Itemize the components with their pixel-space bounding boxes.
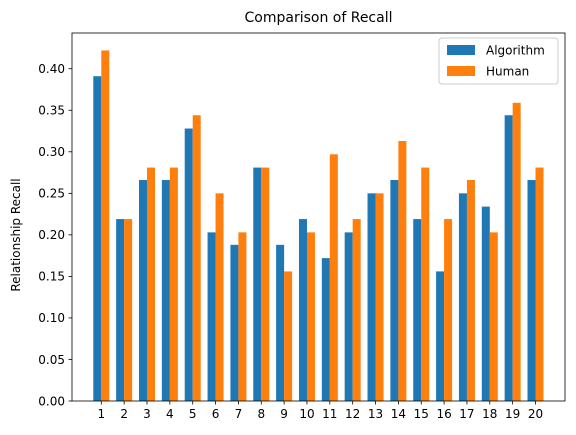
legend-swatch-human	[447, 66, 475, 76]
y-tick-label: 0.05	[38, 353, 65, 367]
x-tick-label: 10	[299, 407, 314, 421]
y-tick-label: 0.10	[38, 311, 65, 325]
bar-human-5	[192, 115, 201, 402]
x-tick-label: 8	[257, 407, 265, 421]
x-tick-label: 6	[212, 407, 220, 421]
x-tick-label: 18	[482, 407, 497, 421]
bar-human-8	[261, 167, 270, 401]
bar-algorithm-18	[481, 206, 490, 401]
bar-human-1	[101, 50, 110, 401]
bar-algorithm-5	[184, 128, 193, 401]
bar-human-2	[124, 219, 133, 401]
x-tick-label: 2	[120, 407, 128, 421]
y-tick-label: 0.35	[38, 104, 65, 118]
y-tick-label: 0.25	[38, 187, 65, 201]
x-tick-label: 1	[97, 407, 105, 421]
y-tick-label: 0.20	[38, 228, 65, 242]
plot-area: 1 2 3 4 5 6 7 8 9 10 11 12 13 14 15 16 17 18 19 200.000.050…	[38, 32, 566, 421]
bar-algorithm-7	[230, 244, 239, 401]
x-tick-label: 9	[280, 407, 288, 421]
axes-frame	[71, 32, 566, 402]
bar-human-12	[352, 219, 361, 401]
bar-algorithm-17	[458, 193, 467, 401]
bar-algorithm-1	[93, 76, 102, 401]
bar-human-14	[398, 140, 407, 402]
bar-algorithm-9	[276, 244, 285, 401]
bar-human-20	[535, 167, 544, 401]
bar-algorithm-15	[413, 219, 422, 401]
bar-human-16	[444, 219, 453, 401]
bar-algorithm-14	[390, 180, 399, 401]
x-tick-label: 16	[436, 407, 451, 421]
y-tick-label: 0.30	[38, 145, 65, 159]
bar-human-10	[306, 232, 315, 401]
bar-human-13	[375, 193, 384, 401]
bar-human-6	[215, 193, 224, 401]
x-tick-label: 14	[391, 407, 406, 421]
legend: Algorithm Human	[438, 37, 559, 85]
bar-algorithm-11	[321, 258, 330, 401]
bar-human-19	[512, 102, 521, 401]
bar-human-4	[169, 167, 178, 401]
bar-algorithm-8	[253, 167, 262, 401]
y-tick-label: 0.15	[38, 270, 65, 284]
bar-algorithm-12	[344, 232, 353, 401]
x-tick-label: 17	[459, 407, 474, 421]
bar-human-3	[147, 167, 156, 401]
bar-human-18	[489, 232, 498, 401]
bar-algorithm-19	[504, 115, 513, 402]
y-tick-label: 0.00	[38, 394, 65, 408]
x-tick-label: 20	[528, 407, 543, 421]
bar-algorithm-20	[527, 180, 536, 401]
bar-algorithm-3	[139, 180, 148, 401]
bar-algorithm-10	[298, 219, 307, 401]
y-axis-title: Relationship Recall	[9, 178, 23, 291]
bar-algorithm-2	[116, 219, 125, 401]
bar-human-15	[421, 167, 430, 401]
x-tick-label: 19	[505, 407, 520, 421]
bar-algorithm-4	[161, 180, 170, 401]
legend-label-human: Human	[486, 65, 529, 79]
x-tick-label: 13	[368, 407, 383, 421]
legend-swatch-algorithm	[447, 45, 475, 55]
bar-human-9	[284, 271, 293, 401]
bar-human-11	[329, 154, 338, 401]
x-tick-label: 11	[322, 407, 337, 421]
x-tick-label: 12	[345, 407, 360, 421]
legend-label-algorithm: Algorithm	[486, 44, 545, 58]
bar-human-7	[238, 232, 247, 401]
bar-human-17	[466, 180, 475, 401]
y-tick-label: 0.40	[38, 62, 65, 76]
bar-algorithm-16	[436, 271, 445, 401]
bar-algorithm-13	[367, 193, 376, 401]
bar-algorithm-6	[207, 232, 216, 401]
x-tick-label: 15	[414, 407, 429, 421]
x-tick-label: 4	[166, 407, 174, 421]
x-tick-label: 7	[235, 407, 243, 421]
x-tick-label: 5	[189, 407, 197, 421]
x-tick-label: 3	[143, 407, 151, 421]
chart-title: Comparison of Recall	[245, 10, 393, 26]
